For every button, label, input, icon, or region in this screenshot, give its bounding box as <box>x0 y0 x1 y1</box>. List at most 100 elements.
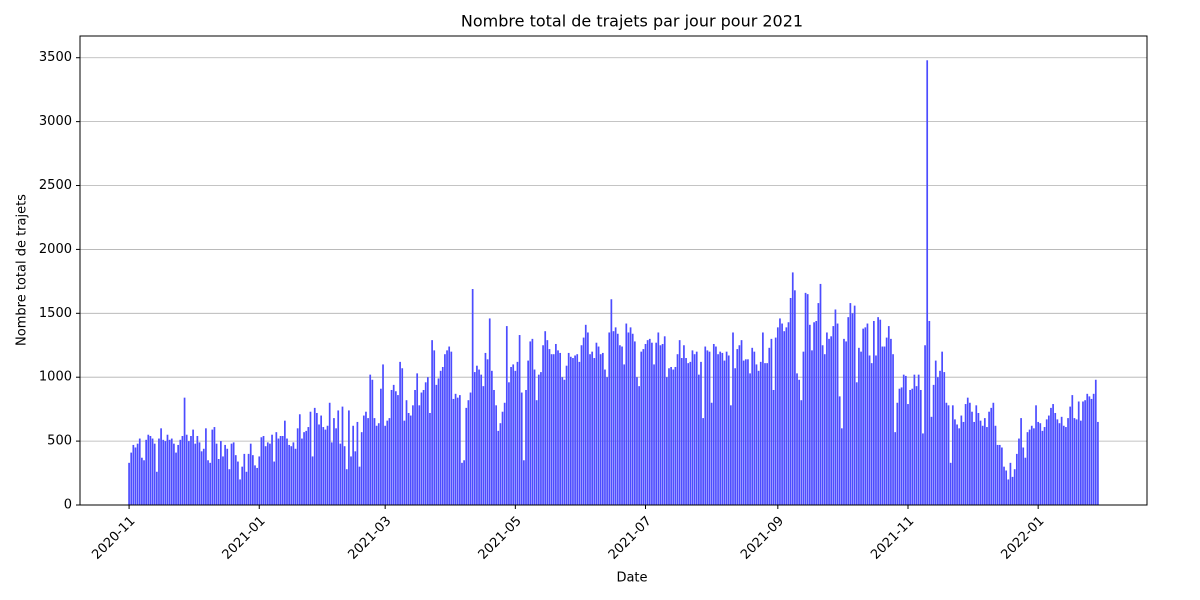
bar <box>537 374 540 505</box>
bar <box>798 379 801 505</box>
x-axis-label: Date <box>616 571 647 586</box>
bar <box>631 333 634 505</box>
bar <box>612 331 615 505</box>
bar <box>802 351 805 505</box>
bar <box>130 452 133 505</box>
bar <box>1037 421 1040 505</box>
bar <box>759 361 762 505</box>
bar <box>501 411 504 505</box>
bar <box>187 441 190 505</box>
bar <box>913 374 916 505</box>
bar <box>868 355 871 505</box>
bar <box>988 411 990 505</box>
bar <box>493 389 495 505</box>
bar <box>328 402 331 505</box>
bar <box>964 404 967 505</box>
bar <box>1069 406 1072 505</box>
bar <box>569 356 572 505</box>
bar <box>435 384 438 505</box>
bar <box>659 345 662 505</box>
bar <box>990 407 993 505</box>
bar <box>604 369 606 505</box>
bar <box>584 324 587 505</box>
bar <box>362 415 365 505</box>
x-tick-label: 2021-05 <box>476 514 525 563</box>
bar <box>153 443 156 505</box>
bar <box>266 442 269 505</box>
bar <box>725 351 728 505</box>
bar <box>768 347 771 505</box>
bar <box>486 359 489 505</box>
bar <box>755 364 758 505</box>
plot-frame <box>79 35 1148 506</box>
bar <box>862 328 865 505</box>
bar <box>730 405 732 505</box>
bar <box>924 345 926 505</box>
bar <box>595 342 598 505</box>
bar <box>252 455 254 505</box>
bar <box>994 425 997 505</box>
bar <box>429 412 431 505</box>
bar <box>574 355 576 505</box>
bar <box>614 327 617 505</box>
bar <box>708 351 711 505</box>
bar <box>298 414 301 505</box>
bar <box>896 402 899 505</box>
bar <box>198 442 201 505</box>
bar <box>254 465 256 505</box>
bar <box>651 342 653 505</box>
bar <box>260 437 263 505</box>
bar <box>623 364 626 505</box>
bar <box>273 461 276 505</box>
bar <box>160 428 162 505</box>
bar <box>937 377 939 505</box>
y-axis-label: Nombre total de trajets <box>15 194 30 346</box>
bar <box>311 456 314 505</box>
bar <box>580 345 583 505</box>
bar <box>794 290 796 505</box>
bar <box>597 346 600 505</box>
bar <box>503 402 506 505</box>
bar <box>879 319 882 505</box>
bar <box>749 373 751 505</box>
bar <box>365 411 367 505</box>
bar <box>902 374 905 505</box>
bar <box>392 384 395 505</box>
bar <box>228 469 231 505</box>
bar <box>1058 423 1061 505</box>
bar <box>1030 425 1033 505</box>
bar <box>627 332 630 505</box>
bar <box>213 427 216 505</box>
bar <box>715 346 717 505</box>
bar <box>202 448 205 505</box>
bar <box>789 297 792 505</box>
bar <box>1056 419 1059 505</box>
bar <box>593 358 596 505</box>
bar <box>644 343 647 505</box>
bar <box>870 363 873 505</box>
bar <box>565 365 568 505</box>
bar <box>663 336 666 505</box>
bar <box>633 341 636 505</box>
bar <box>177 444 180 505</box>
bar <box>145 439 148 505</box>
bar <box>207 460 209 505</box>
bar <box>230 443 233 505</box>
bar <box>1033 428 1035 505</box>
bar <box>158 438 160 505</box>
bar <box>655 342 658 505</box>
bar <box>851 313 854 505</box>
y-tick-label: 3000 <box>39 114 72 129</box>
bar <box>473 372 476 505</box>
bar <box>277 438 280 505</box>
bar <box>1007 479 1010 505</box>
bar <box>1035 405 1037 505</box>
bar <box>424 382 427 505</box>
y-tick-label: 0 <box>64 498 72 513</box>
bar <box>476 365 478 505</box>
bar <box>979 420 982 505</box>
bar <box>369 374 372 505</box>
bar <box>322 427 325 505</box>
bar <box>996 444 999 505</box>
bar <box>969 402 971 505</box>
